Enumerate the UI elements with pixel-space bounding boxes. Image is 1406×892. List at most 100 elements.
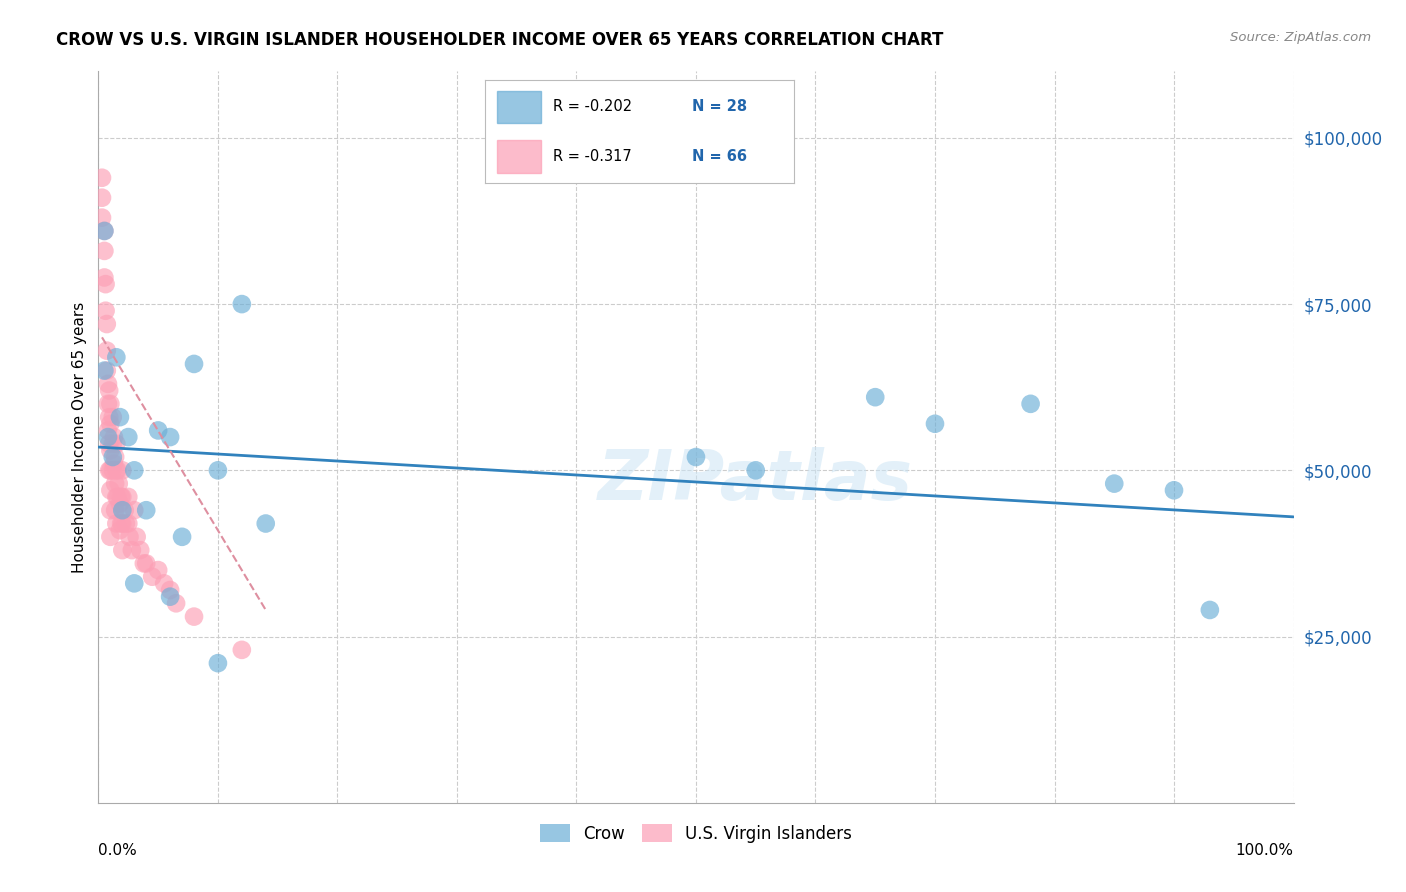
Point (117, 516, 139, 531)
Point (98, 503, 122, 517)
Point (98, 443, 122, 458)
Point (124, 503, 146, 517)
Point (101, 463, 124, 477)
Point (125, 530, 148, 544)
Text: R = -0.202: R = -0.202 (553, 99, 633, 114)
Point (105, 436, 128, 450)
Point (207, 656, 229, 670)
Point (165, 596, 187, 610)
Point (129, 543, 152, 558)
Point (105, 516, 128, 531)
Point (121, 543, 143, 558)
Point (98, 483, 122, 498)
Point (96, 343, 118, 358)
Text: N = 66: N = 66 (692, 149, 748, 164)
Point (110, 516, 132, 531)
Legend: Crow, U.S. Virgin Islanders: Crow, U.S. Virgin Islanders (533, 818, 859, 849)
Point (97, 376, 120, 391)
Text: R = -0.317: R = -0.317 (553, 149, 631, 164)
Point (98, 463, 121, 477)
Point (114, 503, 136, 517)
Point (153, 576, 176, 591)
Point (107, 463, 129, 477)
Point (111, 503, 134, 517)
Point (124, 463, 146, 477)
Text: 0.0%: 0.0% (98, 843, 138, 858)
Point (148, 424, 170, 438)
Point (104, 450, 127, 464)
Bar (498, 91, 541, 123)
Point (94, 303, 117, 318)
Point (1199, 603, 1222, 617)
Point (98, 397, 122, 411)
Point (97, 430, 120, 444)
Point (254, 516, 277, 531)
Point (98, 417, 122, 431)
Point (115, 516, 138, 531)
Point (108, 410, 131, 425)
Point (93, 224, 115, 238)
Point (98, 463, 122, 477)
Point (745, 463, 768, 477)
Point (108, 497, 131, 511)
Text: CROW VS U.S. VIRGIN ISLANDER HOUSEHOLDER INCOME OVER 65 YEARS CORRELATION CHART: CROW VS U.S. VIRGIN ISLANDER HOUSEHOLDER… (56, 31, 943, 49)
Text: Source: ZipAtlas.com: Source: ZipAtlas.com (1230, 31, 1371, 45)
Point (231, 297, 253, 311)
Point (924, 417, 946, 431)
Point (101, 450, 124, 464)
Point (97, 424, 120, 438)
Point (132, 557, 155, 571)
Point (148, 563, 170, 577)
Point (1019, 397, 1042, 411)
Point (93, 363, 115, 377)
Point (135, 503, 157, 517)
Point (159, 590, 181, 604)
Text: ZIPatlas: ZIPatlas (598, 448, 914, 515)
Point (117, 430, 139, 444)
Point (91, 211, 114, 225)
Point (101, 436, 124, 450)
Point (104, 503, 127, 517)
Point (108, 523, 131, 537)
Point (685, 450, 707, 464)
Point (172, 530, 194, 544)
Point (1104, 476, 1126, 491)
Point (103, 430, 125, 444)
Text: 100.0%: 100.0% (1236, 843, 1294, 858)
Point (141, 570, 163, 584)
Point (111, 463, 134, 477)
Point (159, 430, 181, 444)
Point (94, 277, 117, 292)
Point (93, 270, 115, 285)
Point (124, 576, 146, 591)
Point (118, 530, 141, 544)
Point (207, 463, 229, 477)
Point (96, 363, 118, 377)
Point (105, 463, 128, 477)
Point (231, 643, 253, 657)
Point (103, 457, 125, 471)
Point (93, 224, 115, 238)
Point (1163, 483, 1185, 498)
Point (98, 384, 121, 398)
Point (91, 191, 114, 205)
Text: N = 28: N = 28 (692, 99, 748, 114)
Point (135, 557, 157, 571)
Point (91, 170, 114, 185)
Point (101, 410, 124, 425)
Point (159, 582, 181, 597)
Point (183, 357, 205, 371)
Point (110, 490, 132, 504)
Bar (498, 140, 541, 173)
Point (98, 530, 122, 544)
Y-axis label: Householder Income Over 65 years: Householder Income Over 65 years (72, 301, 87, 573)
Point (111, 543, 134, 558)
Point (97, 397, 120, 411)
Point (183, 609, 205, 624)
Point (93, 244, 115, 258)
Point (107, 490, 129, 504)
Point (98, 410, 121, 425)
Point (107, 476, 129, 491)
Point (117, 490, 139, 504)
Point (98, 436, 121, 450)
